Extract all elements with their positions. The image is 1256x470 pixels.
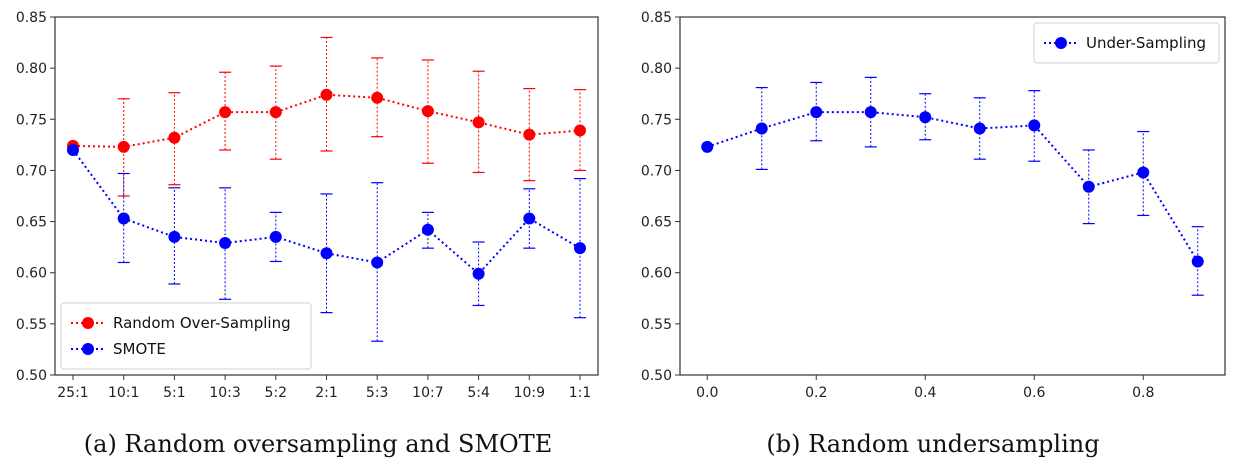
plot-frame	[679, 16, 1226, 376]
y-tick-label: 0.55	[16, 317, 47, 333]
x-tick-label: 25:1	[57, 385, 88, 401]
y-tick-label: 0.50	[641, 368, 672, 384]
caption-a: (a) Random oversampling and SMOTE	[84, 430, 552, 458]
x-tick-label: 0.6	[1023, 385, 1045, 401]
x-tick-label: 10:9	[514, 385, 545, 401]
series-line	[72, 149, 581, 276]
data-point	[219, 237, 232, 250]
x-tick-label: 0.0	[696, 385, 718, 401]
data-point	[755, 122, 768, 135]
data-point	[574, 124, 586, 137]
series-0	[67, 36, 586, 197]
x-tick-label: 0.4	[914, 385, 936, 401]
data-point	[371, 256, 384, 269]
series-1	[67, 143, 586, 342]
data-point	[1082, 180, 1095, 193]
data-point	[219, 106, 232, 119]
legend-marker	[82, 317, 94, 329]
legend: Under-Sampling	[1033, 22, 1220, 64]
y-tick-label: 0.70	[641, 163, 672, 179]
data-point	[320, 88, 333, 101]
x-tick-label: 0.8	[1132, 385, 1154, 401]
legend-label: Under-Sampling	[1086, 34, 1206, 52]
data-point	[117, 140, 130, 153]
data-point	[1137, 166, 1150, 179]
x-tick-label: 5:1	[163, 385, 186, 401]
y-tick-label: 0.50	[16, 368, 47, 384]
y-tick-label: 0.60	[16, 266, 47, 282]
panel-b: 0.50 0.55 0.60 0.65 0.70 0.75 0.80 0.85 0.0 0.2 0.…	[641, 10, 1226, 401]
x-tick-label: 10:3	[209, 385, 240, 401]
series-line	[706, 111, 1199, 262]
x-tick-label: 5:2	[265, 385, 288, 401]
data-point	[168, 131, 181, 144]
x-tick-label: 2:1	[315, 385, 338, 401]
legend-box	[1033, 22, 1220, 64]
data-point	[1028, 119, 1041, 132]
series-line	[72, 93, 581, 148]
y-tick-label: 0.65	[641, 215, 672, 231]
data-point	[371, 91, 384, 104]
data-point	[919, 111, 932, 124]
data-point	[1191, 255, 1204, 268]
panel-a: 0.50 0.55 0.60 0.65 0.70 0.75 0.80 0.85 25:1 10:1…	[16, 10, 599, 401]
data-point	[269, 106, 282, 119]
data-point	[117, 212, 130, 225]
legend: Random Over-Sampling SMOTE	[60, 302, 312, 370]
data-point	[421, 223, 434, 236]
data-point	[472, 267, 485, 280]
legend-label: Random Over-Sampling	[113, 314, 291, 332]
legend-box	[60, 302, 312, 370]
y-tick-label: 0.75	[641, 112, 672, 128]
data-point	[574, 242, 586, 255]
caption-b: (b) Random undersampling	[766, 430, 1099, 458]
y-tick-label: 0.80	[641, 61, 672, 77]
data-point	[320, 247, 333, 260]
x-tick-label: 1:1	[569, 385, 592, 401]
legend-marker	[82, 343, 94, 355]
y-tick-label: 0.75	[16, 112, 47, 128]
data-point	[864, 106, 877, 119]
data-point	[421, 105, 434, 118]
data-point	[523, 212, 536, 225]
x-tick-label: 10:1	[108, 385, 139, 401]
data-point	[973, 122, 986, 135]
data-point	[472, 116, 485, 129]
data-point	[810, 106, 823, 119]
legend-marker	[1055, 37, 1067, 49]
y-tick-label: 0.80	[16, 61, 47, 77]
y-tick-label: 0.65	[16, 215, 47, 231]
data-point	[168, 230, 181, 243]
data-point	[701, 140, 714, 153]
legend-label: SMOTE	[113, 340, 166, 358]
x-tick-label: 10:7	[412, 385, 443, 401]
y-tick-label: 0.85	[16, 10, 47, 26]
x-tick-label: 0.2	[805, 385, 827, 401]
x-tick-label: 5:3	[366, 385, 389, 401]
data-point	[67, 143, 79, 156]
x-tick-label: 5:4	[467, 385, 490, 401]
data-point	[269, 230, 282, 243]
y-tick-label: 0.60	[641, 266, 672, 282]
y-tick-label: 0.70	[16, 163, 47, 179]
y-tick-label: 0.85	[641, 10, 672, 26]
data-point	[523, 128, 536, 141]
y-tick-label: 0.55	[641, 317, 672, 333]
series-0	[701, 76, 1204, 296]
